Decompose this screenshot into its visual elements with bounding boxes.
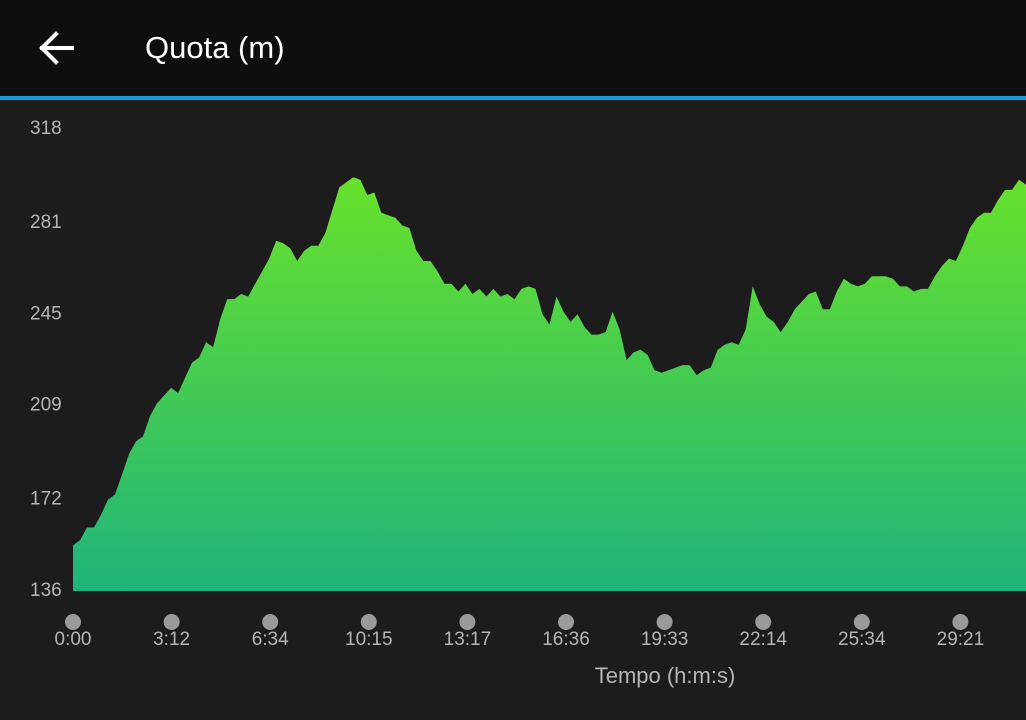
page-title: Quota (m) (145, 30, 285, 65)
elevation-area (73, 177, 1026, 591)
app-bar (0, 0, 1026, 96)
x-tick-dot (163, 614, 180, 630)
x-tick-label: 25:34 (838, 629, 886, 650)
x-axis-title: Tempo (h:m:s) (595, 663, 736, 688)
x-tick-label: 13:17 (444, 629, 492, 650)
y-tick-label: 209 (30, 395, 62, 416)
x-tick-dot (656, 614, 673, 630)
chart: 136 172 209 245 281 318 0:00 3:12 6:34 10:15 13:17… (30, 118, 1026, 688)
y-tick-label: 318 (30, 118, 62, 139)
x-tick-label: 16:36 (542, 629, 590, 650)
x-tick-label: 0:00 (55, 629, 92, 650)
x-tick-label: 22:14 (739, 629, 787, 650)
x-tick-dot (853, 614, 870, 630)
x-tick-label: 10:15 (345, 629, 393, 650)
x-tick-dot (65, 614, 81, 630)
back-button[interactable] (39, 31, 74, 65)
x-tick-label: 29:21 (937, 629, 985, 650)
x-tick-label: 19:33 (641, 629, 689, 650)
x-tick-dot (360, 614, 377, 630)
x-tick-label: 6:34 (252, 629, 289, 650)
y-tick-label: 245 (30, 303, 62, 324)
y-tick-label: 172 (30, 489, 62, 510)
x-tick-dot (755, 614, 772, 630)
x-tick-dot (558, 614, 574, 630)
x-tick-label: 3:12 (153, 629, 190, 650)
y-tick-label: 136 (30, 580, 62, 601)
x-tick-dot (952, 614, 969, 630)
y-tick-label: 281 (30, 212, 62, 233)
x-tick-dot (459, 614, 476, 630)
x-tick-dot (262, 614, 279, 630)
app-bar-divider (0, 96, 1026, 100)
